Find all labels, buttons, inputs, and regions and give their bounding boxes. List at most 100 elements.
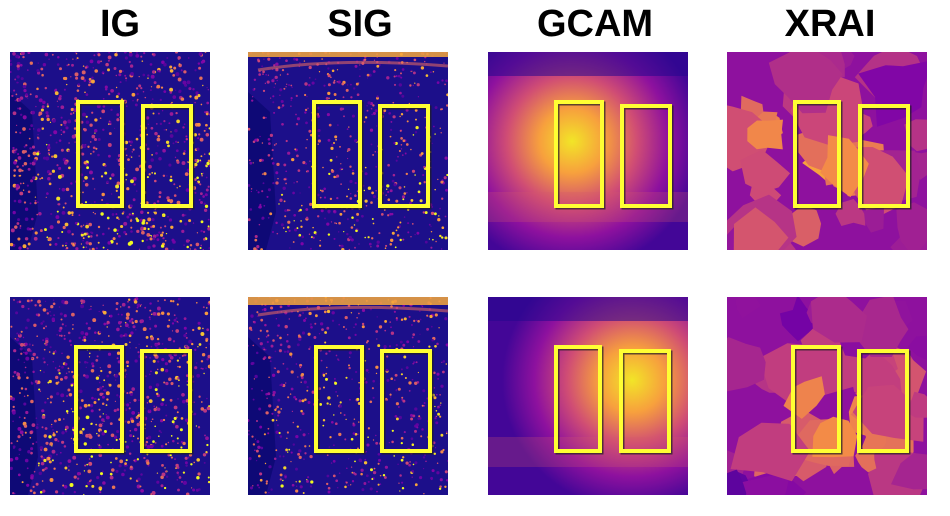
ig-r2-speckle (153, 405, 155, 408)
ig-r1-speckle (13, 186, 16, 188)
sig-r2-speckle (400, 368, 403, 371)
ig-r2-speckle (165, 475, 169, 478)
ig-r1-speckle (147, 211, 150, 214)
sig-r1-speckle (367, 186, 372, 190)
ig-r1-speckle (130, 218, 132, 220)
sig-r2-speckle (295, 467, 298, 471)
ig-r1-speckle (34, 196, 37, 198)
sig-r2-speckle (436, 372, 440, 376)
ig-r2-speckle (17, 473, 21, 477)
ig-r1-speckle (89, 170, 93, 175)
sig-r2-speckle (309, 323, 313, 326)
sig-r1-speckle (428, 238, 431, 240)
ig-r2-speckle (63, 337, 66, 341)
ig-r1-speckle (166, 57, 169, 59)
ig-r1-speckle (202, 237, 206, 241)
sig-r1-speckle (267, 74, 270, 76)
sig-r1-speckle (287, 151, 291, 155)
sig-r2-speckle (342, 326, 345, 328)
ig-r1-speckle (67, 119, 72, 124)
ig-r1-speckle (84, 91, 86, 94)
ig-r1-speckle (87, 235, 90, 238)
sig-r2-speckle (354, 323, 357, 326)
ig-r2-speckle (88, 480, 91, 483)
sig-r2-speckle (435, 415, 437, 418)
sig-r1-speckle (424, 116, 426, 119)
sig-r1-speckle (306, 95, 308, 98)
sig-r2-speckle (255, 351, 259, 355)
sig-r1-speckle (425, 74, 429, 77)
sig-r1-speckle (293, 57, 297, 61)
ig-r2-speckle (129, 392, 133, 397)
sig-r2-speckle (357, 433, 359, 435)
sig-r1-speckle (284, 215, 287, 218)
sig-r1-speckle (285, 230, 287, 233)
sig-r2-speckle (264, 323, 267, 327)
ig-r2-speckle (155, 392, 159, 396)
ig-r1-speckle (16, 67, 20, 71)
sig-r2-speckle (437, 407, 439, 410)
ig-r2-speckle (48, 460, 52, 464)
ig-r2-speckle (76, 463, 78, 466)
ig-r1-speckle (24, 150, 27, 153)
ig-r1-speckle (175, 111, 178, 115)
sig-r2-speckle (376, 490, 378, 493)
sig-r1-speckle (258, 205, 262, 209)
ig-r1-speckle (131, 151, 134, 153)
ig-r2-speckle (151, 418, 154, 421)
sig-r1-speckle (330, 221, 333, 223)
ig-r2-speckle (150, 313, 153, 316)
ig-r2-speckle (68, 339, 72, 343)
ig-r2-speckle (132, 325, 136, 329)
ig-r2-speckle (164, 470, 168, 473)
ig-r2-speckle (206, 307, 208, 309)
ig-r1-speckle (23, 161, 28, 166)
ig-r2-speckle (107, 364, 112, 369)
sig-r2-speckle (365, 381, 368, 384)
sig-r2-speckle (398, 482, 400, 484)
sig-r1-speckle (283, 87, 286, 90)
sig-r2-speckle (322, 373, 326, 377)
sig-r2-speckle (266, 329, 269, 333)
sig-r2-speckle (310, 325, 313, 329)
ig-r2-speckle (136, 422, 141, 427)
ig-r2-speckle (26, 376, 29, 380)
ig-r1-speckle (25, 93, 28, 97)
ig-r1-speckle (125, 77, 128, 80)
sig-r1-speckle (416, 231, 420, 235)
sig-r2-speckle (358, 421, 360, 423)
ig-r2-speckle (94, 331, 97, 334)
ig-r2-speckle (89, 308, 92, 311)
ig-r2-speckle (67, 367, 70, 370)
ig-r1-speckle (91, 247, 95, 250)
xrai-r2-segment (737, 471, 791, 495)
ig-r2-speckle (160, 444, 164, 448)
sig-r1-speckle (353, 224, 356, 226)
ig-r1-speckle (46, 114, 50, 118)
ig-r2-speckle (148, 373, 151, 376)
ig-r1-speckle (133, 183, 136, 186)
sig-r2-speckle (288, 318, 291, 320)
ig-r2-speckle (43, 434, 47, 438)
ig-r1-speckle (206, 101, 210, 105)
sig-r2-speckle (394, 414, 398, 418)
ig-r1-speckle (39, 152, 41, 155)
sig-r1-speckle (356, 212, 360, 216)
sig-r2-speckle (271, 418, 275, 422)
sig-r2-speckle (321, 328, 324, 331)
ig-r1-speckle (138, 248, 141, 250)
ig-r1-speckle (101, 109, 106, 114)
ig-r1-speckle (175, 149, 179, 153)
ig-r1-speckle (38, 113, 41, 117)
sig-r1-speckle (296, 117, 301, 121)
ig-r2-speckle (39, 390, 42, 392)
ig-r2-speckle (156, 312, 161, 316)
sig-r2-speckle (298, 399, 302, 403)
sig-r1-speckle (408, 102, 410, 105)
sig-r2-speckle (283, 350, 287, 353)
ig-r1-speckle (89, 248, 91, 250)
sig-r2-speckle (314, 322, 317, 325)
ig-r2-speckle (46, 364, 49, 366)
sig-r2-speckle (322, 418, 326, 422)
sig-r1-speckle (441, 236, 444, 239)
